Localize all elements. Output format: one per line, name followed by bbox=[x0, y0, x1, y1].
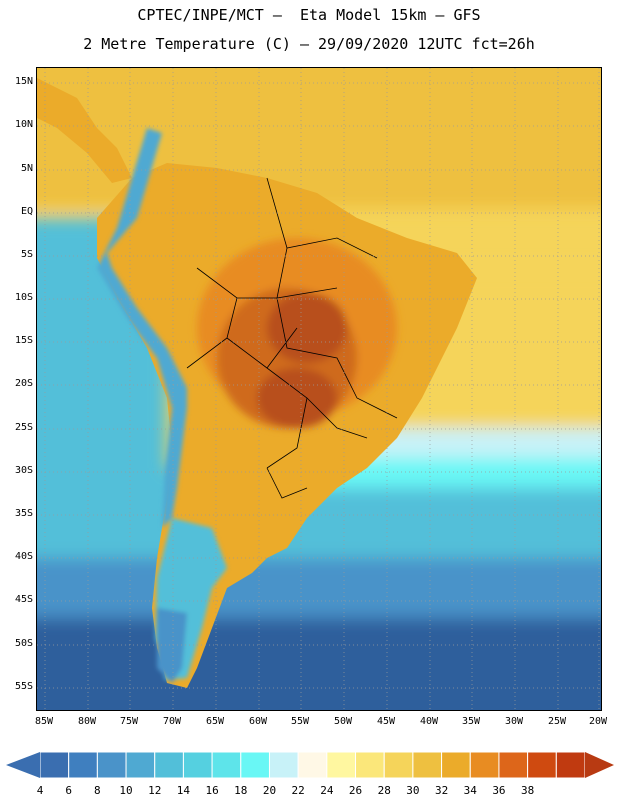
lat-label: 25S bbox=[14, 422, 33, 433]
andes-cold-strip bbox=[97, 128, 187, 528]
colorbar-swatch bbox=[355, 751, 385, 779]
colorbar-swatch bbox=[154, 751, 184, 779]
colorbar-swatch bbox=[441, 751, 471, 779]
map-frame bbox=[36, 67, 602, 711]
colorbar-label: 22 bbox=[291, 784, 305, 797]
lat-label: 30S bbox=[14, 465, 33, 476]
country-borders bbox=[186, 177, 398, 499]
colorbar-label: 8 bbox=[94, 784, 101, 797]
lat-label: 35S bbox=[14, 508, 33, 519]
colorbar-label: 16 bbox=[205, 784, 219, 797]
colorbar-swatch bbox=[498, 751, 529, 779]
colorbar-label: 26 bbox=[348, 784, 363, 797]
lon-label: 50W bbox=[333, 716, 353, 727]
colorbar-swatch bbox=[240, 751, 270, 779]
colorbar-label: 20 bbox=[262, 784, 277, 797]
colorbar bbox=[6, 751, 614, 779]
lon-label: 70W bbox=[162, 716, 182, 727]
lon-label: 60W bbox=[248, 716, 268, 727]
colorbar-high-arrow bbox=[585, 752, 614, 778]
colorbar-swatch bbox=[96, 751, 127, 779]
colorbar-label: 34 bbox=[463, 784, 477, 797]
lat-label: 15S bbox=[14, 335, 33, 346]
temperature-map bbox=[37, 68, 601, 710]
lon-label: 55W bbox=[290, 716, 310, 727]
north-warm bbox=[37, 68, 601, 208]
colorbar-label: 24 bbox=[320, 784, 334, 797]
lat-label: 10N bbox=[14, 119, 33, 130]
lon-label: 45W bbox=[376, 716, 396, 727]
lon-label: 20W bbox=[588, 716, 608, 727]
patagonia-cold bbox=[157, 608, 187, 683]
lat-label: EQ bbox=[20, 206, 33, 217]
lon-label: 40W bbox=[419, 716, 439, 727]
lat-label: 20S bbox=[14, 378, 33, 389]
land-field bbox=[37, 78, 477, 688]
colorbar-label: 32 bbox=[434, 784, 449, 797]
lat-label: 45S bbox=[14, 594, 33, 605]
colorbar-swatch bbox=[297, 751, 328, 779]
lat-label: 40S bbox=[14, 551, 33, 562]
colorbar-label: 28 bbox=[377, 784, 391, 797]
chart-subtitle: 2 Metre Temperature (C) – 29/09/2020 12U… bbox=[83, 35, 535, 53]
lat-label: 5N bbox=[20, 163, 33, 174]
colorbar-swatch bbox=[125, 751, 156, 779]
colorbar-label: 18 bbox=[234, 784, 248, 797]
colorbar-swatch bbox=[68, 751, 98, 779]
lon-label: 25W bbox=[547, 716, 567, 727]
lon-label: 65W bbox=[205, 716, 225, 727]
colorbar-swatch bbox=[412, 751, 443, 779]
colorbar-swatch bbox=[469, 751, 500, 779]
colorbar-label: 30 bbox=[406, 784, 420, 797]
lat-label: 10S bbox=[14, 292, 33, 303]
hot-core-max bbox=[267, 293, 347, 363]
colorbar-swatch bbox=[555, 751, 586, 779]
lon-label: 85W bbox=[34, 716, 54, 727]
central-america-land bbox=[37, 78, 132, 183]
colorbar-label: 6 bbox=[65, 784, 72, 797]
graticule bbox=[37, 68, 601, 710]
colorbar-label: 4 bbox=[36, 784, 44, 797]
hot-core-south bbox=[257, 368, 337, 428]
lat-label: 15N bbox=[14, 76, 33, 87]
lat-label: 50S bbox=[14, 638, 33, 649]
chart-title: CPTEC/INPE/MCT – Eta Model 15km – GFS bbox=[137, 6, 481, 24]
colorbar-swatch bbox=[383, 751, 414, 779]
colorbar-swatch bbox=[182, 751, 213, 779]
lat-label: 5S bbox=[20, 249, 33, 260]
lon-label: 75W bbox=[119, 716, 139, 727]
colorbar-label: 10 bbox=[119, 784, 133, 797]
colorbar-swatch bbox=[527, 751, 557, 779]
colorbar-label: 38 bbox=[521, 784, 535, 797]
colorbar-label: 14 bbox=[176, 784, 191, 797]
lon-label: 30W bbox=[504, 716, 524, 727]
colorbar-swatch bbox=[268, 751, 299, 779]
lat-label: 55S bbox=[14, 681, 33, 692]
colorbar-swatch bbox=[326, 751, 357, 779]
colorbar-label: 36 bbox=[492, 784, 506, 797]
colorbar-swatch bbox=[39, 751, 70, 779]
lon-label: 80W bbox=[77, 716, 97, 727]
colorbar-swatch bbox=[211, 751, 242, 779]
lon-label: 35W bbox=[461, 716, 481, 727]
colorbar-label: 12 bbox=[148, 784, 162, 797]
colorbar-low-arrow bbox=[6, 752, 40, 778]
